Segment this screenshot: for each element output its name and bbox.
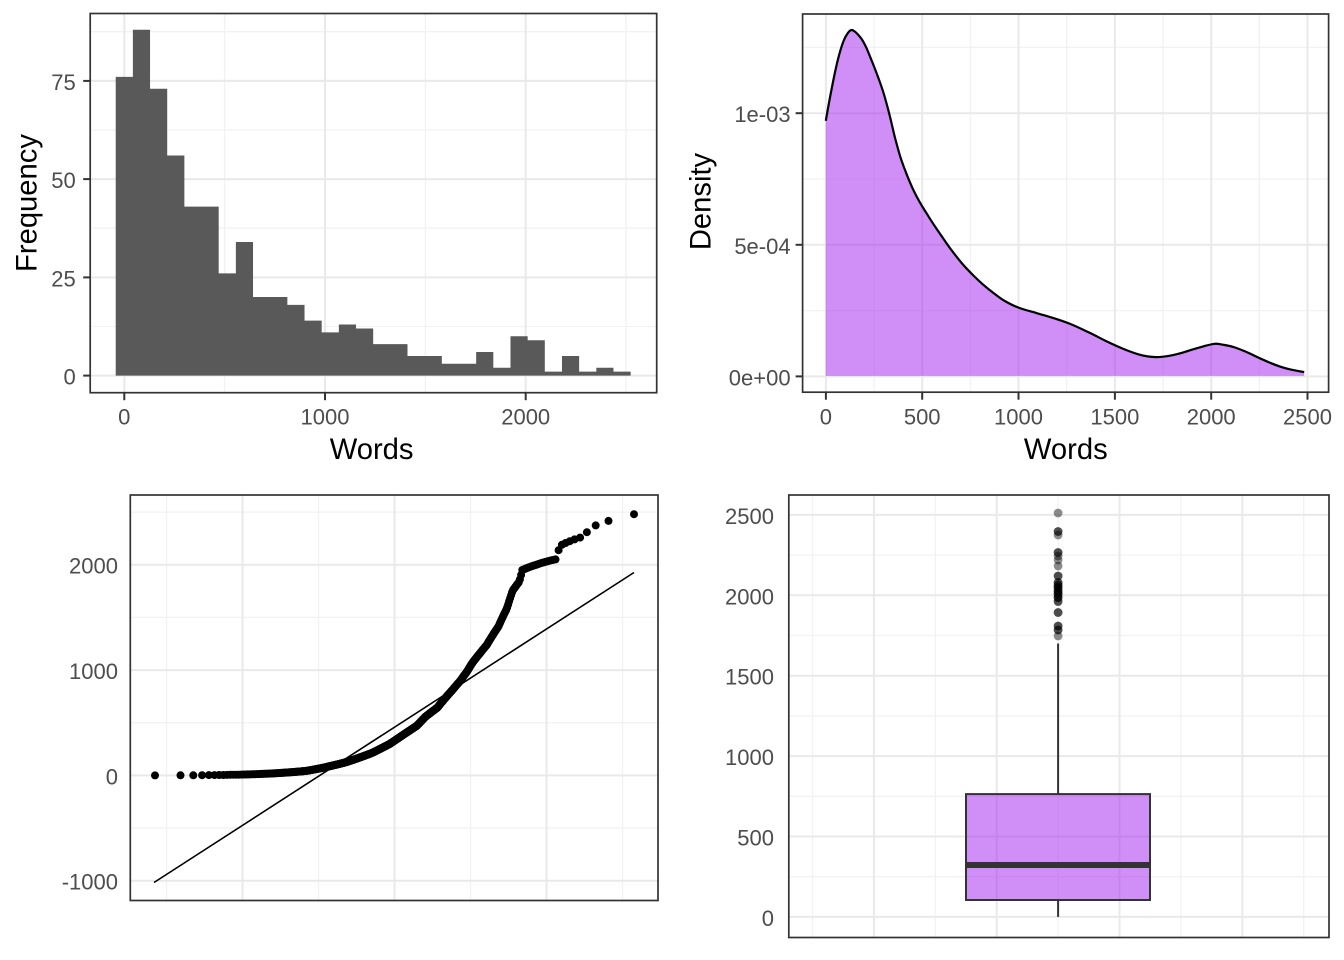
- svg-text:1000: 1000: [301, 405, 350, 430]
- svg-text:0e+00: 0e+00: [729, 365, 791, 390]
- svg-text:-1000: -1000: [62, 870, 118, 895]
- svg-text:0: 0: [106, 764, 118, 789]
- svg-text:1000: 1000: [994, 405, 1043, 430]
- svg-text:1000: 1000: [725, 745, 774, 770]
- svg-text:0: 0: [63, 365, 75, 390]
- svg-text:2500: 2500: [725, 504, 774, 529]
- svg-text:Density: Density: [686, 152, 718, 250]
- svg-text:25: 25: [51, 266, 75, 291]
- svg-text:1500: 1500: [1090, 405, 1139, 430]
- svg-text:Words: Words: [1024, 434, 1108, 466]
- svg-text:Frequency: Frequency: [12, 134, 44, 272]
- svg-text:500: 500: [904, 405, 941, 430]
- svg-text:5e-04: 5e-04: [734, 234, 790, 259]
- svg-text:50: 50: [51, 168, 75, 193]
- svg-text:1500: 1500: [725, 665, 774, 690]
- svg-text:1e-03: 1e-03: [734, 102, 790, 127]
- svg-text:500: 500: [737, 826, 774, 851]
- svg-text:0: 0: [118, 405, 130, 430]
- svg-text:0: 0: [820, 405, 832, 430]
- svg-text:2000: 2000: [501, 405, 550, 430]
- svg-text:Words: Words: [330, 434, 414, 466]
- svg-text:75: 75: [51, 70, 75, 95]
- svg-text:2000: 2000: [69, 554, 118, 579]
- svg-text:2000: 2000: [1187, 405, 1236, 430]
- svg-text:0: 0: [762, 906, 774, 931]
- svg-text:2500: 2500: [1283, 405, 1332, 430]
- svg-text:1000: 1000: [69, 659, 118, 684]
- svg-text:2000: 2000: [725, 584, 774, 609]
